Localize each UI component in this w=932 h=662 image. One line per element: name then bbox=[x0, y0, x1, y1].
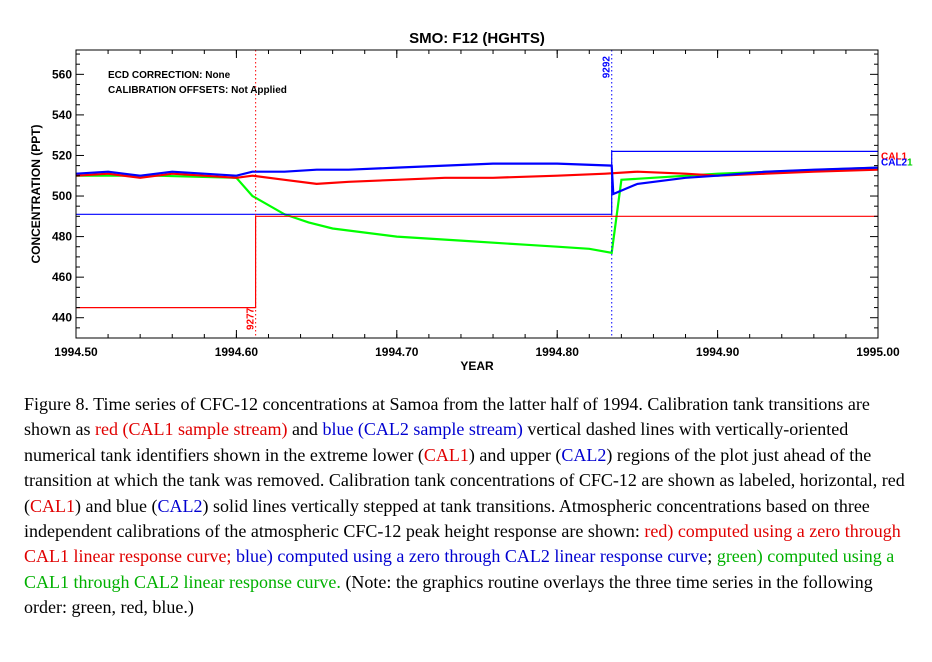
tank-id-label: 9277 bbox=[246, 307, 257, 330]
caption-cal1: CAL1 bbox=[30, 495, 75, 516]
figure-caption: Figure 8. Time series of CFC-12 concentr… bbox=[24, 392, 914, 621]
plot-frame bbox=[75, 49, 879, 339]
tank-line-cal1 bbox=[76, 215, 878, 309]
x-tick-label: 1994.60 bbox=[215, 345, 259, 359]
tank-id-label: 9292 bbox=[602, 56, 613, 79]
series-layer bbox=[76, 162, 878, 255]
caption-cal2: CAL2 bbox=[561, 444, 607, 465]
caption-text: ) and upper ( bbox=[468, 444, 562, 465]
end-label: CAL2 bbox=[881, 158, 908, 169]
caption-text: Figure 8. Time series of CFC-12 concentr… bbox=[24, 394, 870, 440]
plot-area: 1994.50 1994.60 1994.70 1994.80 1994.90 1995.… bbox=[52, 49, 913, 359]
caption-red-stream: red (CAL1 sample stream) bbox=[95, 419, 288, 440]
x-tick-label: 1994.50 bbox=[54, 345, 98, 359]
caption-green-description: green) computed using a CAL1 through CAL… bbox=[24, 546, 895, 592]
y-tick-label: 500 bbox=[52, 189, 72, 203]
caption-red-description: red) computed using a zero through CAL1 … bbox=[24, 521, 901, 567]
y-axis: 440 460 480 500 520 540 560 bbox=[52, 53, 878, 329]
tank-line-cal2 bbox=[76, 150, 878, 215]
end-label: CAL1 bbox=[881, 151, 908, 162]
y-tick-label: 440 bbox=[52, 311, 72, 325]
caption-blue-description: blue) computed using a zero through CAL2… bbox=[235, 546, 708, 567]
tank-labels: 9277 9292 bbox=[246, 56, 613, 330]
y-axis-label: CONCENTRATION (PPT) bbox=[29, 124, 43, 263]
x-axis: 1994.50 1994.60 1994.70 1994.80 1994.90 1995.… bbox=[54, 50, 900, 359]
caption-text: ) and blue ( bbox=[75, 495, 158, 516]
caption-text: ; bbox=[707, 546, 717, 567]
x-tick-label: 1995.00 bbox=[856, 345, 900, 359]
caption-text: ) regions of the plot just ahead of the … bbox=[24, 444, 905, 516]
series-line-blue bbox=[76, 162, 878, 196]
caption-cal1: CAL1 bbox=[423, 444, 469, 465]
caption-text: (Note: the graphics routine overlays the… bbox=[24, 571, 873, 618]
chart: SMO: F12 (HGHTS) 1994.50 1994.60 1994.70 19… bbox=[29, 30, 913, 373]
x-tick-label: 1994.90 bbox=[696, 345, 740, 359]
x-tick-label: 1994.70 bbox=[375, 345, 419, 359]
chart-title: SMO: F12 (HGHTS) bbox=[409, 30, 545, 47]
series-line-green bbox=[76, 166, 878, 255]
caption-text: vertical dashed lines with vertically-or… bbox=[24, 419, 849, 465]
y-tick-label: 520 bbox=[52, 148, 72, 162]
y-tick-label: 480 bbox=[52, 230, 72, 244]
caption-blue-stream: blue (CAL2 sample stream) bbox=[322, 419, 523, 440]
caption-cal2: CAL2 bbox=[157, 495, 203, 516]
caption-text: ) solid lines vertically stepped at tank… bbox=[24, 495, 870, 542]
y-tick-label: 460 bbox=[52, 270, 72, 284]
annotation-calibration-offsets: CALIBRATION OFFSETS: Not Applied bbox=[108, 85, 287, 96]
end-label: 1 bbox=[907, 158, 913, 169]
series-line-red bbox=[76, 168, 878, 186]
annotation-ecd-correction: ECD CORRECTION: None bbox=[108, 70, 231, 81]
tank-layer bbox=[76, 50, 878, 338]
x-axis-label: YEAR bbox=[460, 359, 494, 373]
y-tick-label: 540 bbox=[52, 108, 72, 122]
x-tick-label: 1994.80 bbox=[536, 345, 580, 359]
y-tick-label: 560 bbox=[52, 67, 72, 81]
caption-text: and bbox=[287, 419, 323, 440]
